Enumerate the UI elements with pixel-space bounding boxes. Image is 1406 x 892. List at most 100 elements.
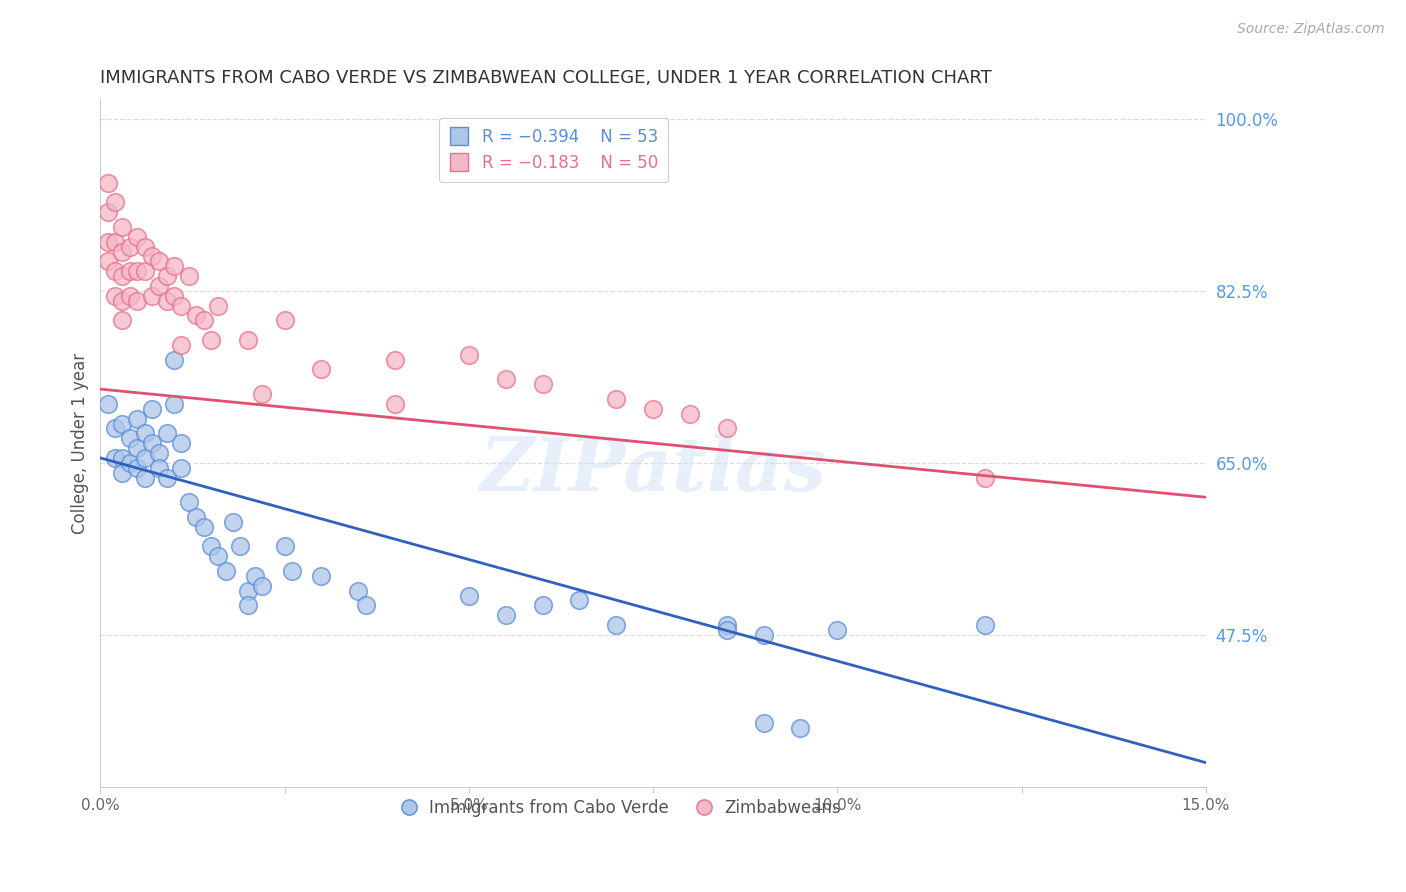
Point bbox=[200, 333, 222, 347]
Point bbox=[384, 397, 406, 411]
Point bbox=[311, 569, 333, 583]
Point bbox=[170, 299, 193, 313]
Point bbox=[177, 495, 200, 509]
Point bbox=[207, 299, 229, 313]
Point bbox=[104, 421, 127, 435]
Point bbox=[236, 599, 259, 613]
Point bbox=[177, 269, 200, 284]
Point bbox=[134, 264, 156, 278]
Point bbox=[193, 519, 215, 533]
Legend: Immigrants from Cabo Verde, Zimbabweans: Immigrants from Cabo Verde, Zimbabweans bbox=[392, 792, 848, 823]
Point bbox=[222, 515, 245, 529]
Point bbox=[236, 583, 259, 598]
Point bbox=[252, 387, 274, 401]
Point bbox=[163, 289, 186, 303]
Point bbox=[641, 401, 664, 416]
Point bbox=[148, 446, 170, 460]
Point bbox=[531, 377, 554, 392]
Point bbox=[200, 540, 222, 554]
Point bbox=[118, 431, 141, 445]
Point bbox=[104, 195, 127, 210]
Point bbox=[568, 593, 591, 607]
Point bbox=[273, 313, 295, 327]
Point bbox=[141, 436, 163, 450]
Point bbox=[111, 219, 134, 234]
Point bbox=[104, 264, 127, 278]
Point bbox=[118, 456, 141, 470]
Point bbox=[679, 407, 702, 421]
Point bbox=[127, 229, 149, 244]
Point bbox=[97, 176, 120, 190]
Point bbox=[97, 254, 120, 268]
Point bbox=[973, 618, 995, 632]
Point bbox=[243, 569, 266, 583]
Point bbox=[127, 441, 149, 455]
Point bbox=[752, 628, 775, 642]
Point bbox=[127, 293, 149, 308]
Point bbox=[104, 289, 127, 303]
Point bbox=[156, 470, 179, 484]
Point bbox=[170, 460, 193, 475]
Text: IMMIGRANTS FROM CABO VERDE VS ZIMBABWEAN COLLEGE, UNDER 1 YEAR CORRELATION CHART: IMMIGRANTS FROM CABO VERDE VS ZIMBABWEAN… bbox=[100, 69, 993, 87]
Point bbox=[789, 721, 811, 735]
Point bbox=[134, 470, 156, 484]
Point bbox=[134, 450, 156, 465]
Point bbox=[111, 293, 134, 308]
Point bbox=[118, 289, 141, 303]
Point bbox=[134, 239, 156, 253]
Point bbox=[207, 549, 229, 564]
Point bbox=[716, 421, 738, 435]
Point bbox=[111, 313, 134, 327]
Point bbox=[97, 235, 120, 249]
Point bbox=[127, 411, 149, 425]
Point bbox=[347, 583, 370, 598]
Point bbox=[186, 309, 208, 323]
Point bbox=[148, 279, 170, 293]
Point bbox=[236, 333, 259, 347]
Point bbox=[104, 450, 127, 465]
Point bbox=[141, 289, 163, 303]
Point bbox=[111, 417, 134, 431]
Point bbox=[457, 348, 479, 362]
Point bbox=[495, 608, 517, 623]
Point bbox=[111, 244, 134, 259]
Point bbox=[163, 397, 186, 411]
Point bbox=[186, 509, 208, 524]
Point bbox=[141, 401, 163, 416]
Point bbox=[156, 269, 179, 284]
Point bbox=[97, 205, 120, 219]
Point bbox=[605, 392, 627, 406]
Point bbox=[716, 623, 738, 637]
Point bbox=[531, 599, 554, 613]
Point bbox=[752, 716, 775, 731]
Point bbox=[141, 249, 163, 263]
Point bbox=[156, 293, 179, 308]
Point bbox=[156, 426, 179, 441]
Point bbox=[134, 426, 156, 441]
Point bbox=[170, 338, 193, 352]
Point bbox=[163, 352, 186, 367]
Point bbox=[716, 618, 738, 632]
Point bbox=[111, 269, 134, 284]
Point bbox=[281, 564, 304, 578]
Point bbox=[97, 397, 120, 411]
Point bbox=[252, 579, 274, 593]
Point bbox=[457, 589, 479, 603]
Point bbox=[118, 239, 141, 253]
Point bbox=[311, 362, 333, 376]
Text: Source: ZipAtlas.com: Source: ZipAtlas.com bbox=[1237, 22, 1385, 37]
Point bbox=[214, 564, 236, 578]
Point bbox=[354, 599, 377, 613]
Point bbox=[111, 466, 134, 480]
Point bbox=[111, 450, 134, 465]
Point bbox=[495, 372, 517, 386]
Point bbox=[273, 540, 295, 554]
Point bbox=[193, 313, 215, 327]
Point bbox=[384, 352, 406, 367]
Point bbox=[127, 264, 149, 278]
Point bbox=[170, 436, 193, 450]
Point bbox=[973, 470, 995, 484]
Point bbox=[605, 618, 627, 632]
Point bbox=[127, 460, 149, 475]
Point bbox=[118, 264, 141, 278]
